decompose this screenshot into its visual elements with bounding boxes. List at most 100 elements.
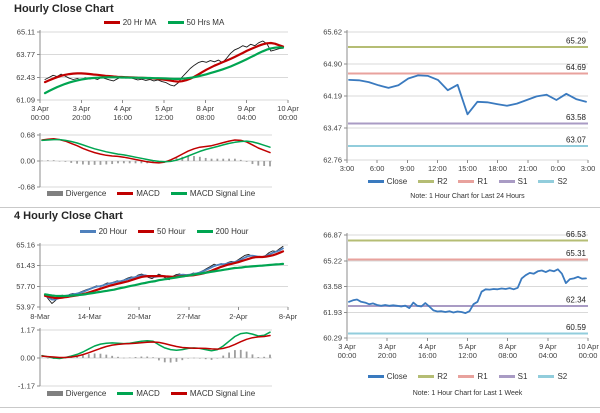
divergence-bar xyxy=(111,355,114,358)
tick-label: 04:00 xyxy=(538,351,557,360)
divergence-bar xyxy=(187,358,190,359)
tick-label: 20:00 xyxy=(72,113,91,122)
tick-label: 00:00 xyxy=(338,351,357,360)
tick-label: 60.59 xyxy=(566,323,587,332)
divergence-bar xyxy=(175,358,178,362)
legend-item-20-hr-ma: 20 Hr MA xyxy=(103,18,157,27)
tick-label: 3:00 xyxy=(581,164,596,173)
tick-label: 9 Apr xyxy=(539,342,557,351)
fourhourly_macd-series-macd-signal-line xyxy=(41,334,271,359)
tick-label: 63.47 xyxy=(323,124,342,133)
legend-swatch xyxy=(167,21,184,24)
legend-label: Divergence xyxy=(65,189,107,198)
tick-label: 64.19 xyxy=(323,92,342,101)
divergence-bar xyxy=(134,161,137,164)
tick-label: 2-Apr xyxy=(229,312,248,321)
tick-label: 08:00 xyxy=(498,351,517,360)
tick-label: 8 Apr xyxy=(197,104,215,113)
legend-item-macd-signal-line: MACD Signal Line xyxy=(170,189,256,198)
tick-label: 12:00 xyxy=(428,164,447,173)
divergence-bar xyxy=(146,356,149,358)
tick-label: 61.43 xyxy=(16,261,35,270)
fourhourly_main-series-50-hour xyxy=(43,250,285,300)
divergence-bar xyxy=(152,357,154,358)
divergence-bar xyxy=(187,156,190,161)
divergence-bar xyxy=(105,161,108,165)
tick-label: 62.43 xyxy=(16,73,35,82)
tick-label: 9:00 xyxy=(400,164,415,173)
tick-label: 65.22 xyxy=(323,256,342,265)
divergence-bar xyxy=(128,161,131,164)
tick-label: 9 Apr xyxy=(238,104,256,113)
divergence-bar xyxy=(198,156,201,161)
pivot-24h-note: Note: 1 Hour Chart for Last 24 Hours xyxy=(410,193,525,200)
divergence-bar xyxy=(87,161,90,165)
fourhourly_main-series-20-hour xyxy=(44,247,284,301)
tick-label: 62.76 xyxy=(323,156,342,165)
legend-label: R1 xyxy=(477,177,488,186)
fourhourly_main-series-200-hour xyxy=(43,262,285,298)
tick-label: 15:00 xyxy=(458,164,477,173)
tick-label: 3 Apr xyxy=(378,342,396,351)
legend-item-20-hour: 20 Hour xyxy=(79,227,127,236)
tick-label: 3 Apr xyxy=(338,342,356,351)
tick-label: 62.34 xyxy=(566,295,587,304)
divergence-bar xyxy=(210,358,213,360)
tick-label: 12:00 xyxy=(155,113,174,122)
legend-item-divergence: Divergence xyxy=(46,389,107,398)
divergence-bar xyxy=(234,158,236,161)
tick-label: 4 Apr xyxy=(114,104,132,113)
legend-label: MACD Signal Line xyxy=(189,189,256,198)
tick-label: 04:00 xyxy=(237,113,256,122)
divergence-bar xyxy=(76,356,78,358)
tick-label: 63.77 xyxy=(16,50,35,59)
divergence-bar xyxy=(239,349,242,358)
tick-label: 64.90 xyxy=(323,60,342,69)
legend-label: S1 xyxy=(517,177,528,186)
divergence-bar xyxy=(245,161,248,162)
four-hourly-macd-legend: Divergence MACD MACD Signal Line xyxy=(28,389,274,398)
tick-label: 16:00 xyxy=(418,351,437,360)
legend-swatch xyxy=(367,375,384,378)
divergence-bar xyxy=(257,357,260,358)
tick-label: 0.00 xyxy=(20,157,35,166)
divergence-bar xyxy=(46,160,49,161)
tick-label: 18:00 xyxy=(488,164,507,173)
panel-separator xyxy=(0,207,600,208)
divergence-bar xyxy=(82,161,84,165)
tick-label: 53.97 xyxy=(16,303,35,312)
tick-label: 64.69 xyxy=(566,63,587,72)
divergence-bar xyxy=(111,161,114,165)
divergence-bar xyxy=(222,158,225,161)
legend-label: R2 xyxy=(437,372,448,381)
tick-label: 1.17 xyxy=(20,326,35,335)
tick-label: 63.07 xyxy=(566,136,587,145)
legend-item-s2: S2 xyxy=(538,372,567,381)
legend-item-r1: R1 xyxy=(458,372,488,381)
divergence-bar xyxy=(140,161,143,164)
legend-item-s1: S1 xyxy=(498,177,528,186)
tick-label: -0.68 xyxy=(18,183,35,192)
tick-label: 8 Apr xyxy=(499,342,517,351)
legend-item-close: Close xyxy=(367,372,408,381)
tick-label: 4 Apr xyxy=(419,342,437,351)
divergence-bar xyxy=(181,358,184,361)
pivot-1w-note: Note: 1 Hour Chart for Last 1 Week xyxy=(412,390,523,397)
tick-label: 21:00 xyxy=(518,164,537,173)
divergence-bar xyxy=(257,161,260,166)
fourhourly_main-chart: 65.16 61.43 57.70 53.978-Mar 14-Mar 20-Mar 27-… xyxy=(16,241,297,322)
legend-label: Close xyxy=(386,372,408,381)
tick-label: 00:00 xyxy=(279,113,298,122)
tick-label: 00:00 xyxy=(31,113,50,122)
divergence-bar xyxy=(52,160,55,161)
legend-swatch xyxy=(458,180,475,183)
legend-label: 200 Hour xyxy=(215,227,249,236)
divergence-bar xyxy=(228,352,230,358)
legend-label: Divergence xyxy=(65,389,107,398)
legend-label: Close xyxy=(386,177,408,186)
tick-label: 8-Mar xyxy=(30,312,50,321)
